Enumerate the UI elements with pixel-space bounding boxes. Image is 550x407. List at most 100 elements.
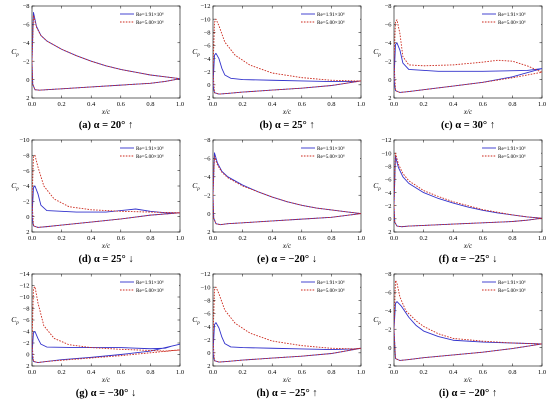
y-tick-label: 0	[26, 214, 29, 221]
legend-label: Re=1.91×10⁶	[317, 280, 345, 286]
y-tick-label: 0	[26, 77, 29, 84]
y-tick-label: −10	[381, 150, 391, 157]
y-tick-label: −8	[204, 297, 211, 304]
x-tick-label: 0.8	[146, 235, 154, 242]
y-tick-label: −2	[23, 340, 30, 347]
y-tick-label: −4	[23, 183, 31, 190]
legend-label: Re=1.91×10⁶	[498, 146, 526, 152]
x-tick-label: 0.8	[146, 369, 154, 376]
x-tick-label: 0.6	[479, 101, 488, 108]
y-tick-label: −4	[385, 308, 393, 315]
x-tick-label: 0.0	[28, 101, 36, 108]
x-tick-label: 0.2	[239, 101, 247, 108]
y-tick-label: −4	[204, 56, 212, 63]
x-tick-label: 0.6	[117, 369, 126, 376]
subplot-caption: (g) α = −30° ↓	[76, 388, 137, 399]
x-tick-label: 0.4	[449, 369, 458, 376]
x-tick-label: 0.4	[268, 369, 277, 376]
y-axis-label: Cp	[11, 181, 19, 192]
subplot-3: 2 0 −2 −4 −6 −8 −10 0.0 0.2 0.4 0.6 0.8 1.0 Cp x/c Re=1…	[11, 137, 184, 265]
y-axis-label: Cp	[373, 315, 381, 326]
subplot-caption: (d) α = 25° ↓	[78, 254, 133, 265]
y-tick-label: −6	[385, 290, 393, 297]
y-axis-label: Cp	[192, 181, 200, 192]
x-tick-label: 0.8	[508, 235, 516, 242]
series-line-high-re	[394, 19, 542, 93]
subplot-0: 2 0 −2 −4 −6 −8 0.0 0.2 0.4 0.6 0.8 1.0 Cp x/c Re=1.91…	[11, 3, 184, 131]
y-tick-label: −4	[204, 324, 212, 331]
y-tick-label: −6	[23, 317, 31, 324]
x-tick-label: 0.0	[209, 369, 217, 376]
subplot-caption: (e) α = −20° ↓	[257, 254, 317, 265]
subplot-caption: (a) α = 20° ↑	[79, 120, 134, 131]
series-line-high-re	[213, 156, 361, 226]
y-tick-label: 0	[388, 216, 391, 223]
x-tick-label: 0.8	[327, 235, 335, 242]
x-tick-label: 0.0	[209, 235, 217, 242]
y-tick-label: −6	[23, 168, 31, 175]
y-tick-label: −2	[23, 58, 30, 65]
legend-label: Re=5.00×10⁶	[498, 20, 526, 26]
y-tick-label: −8	[385, 163, 392, 170]
x-tick-label: 0.4	[449, 101, 458, 108]
x-tick-label: 1.0	[538, 369, 546, 376]
subplot-caption: (b) α = 25° ↑	[259, 120, 314, 131]
x-axis-label: x/c	[101, 242, 111, 250]
y-tick-label: −4	[385, 190, 393, 197]
legend-label: Re=5.00×10⁶	[498, 288, 526, 294]
plot-frame	[212, 5, 362, 99]
subplot-caption: (c) α = 30° ↑	[441, 120, 495, 131]
y-tick-label: −2	[204, 192, 211, 199]
y-tick-label: 0	[388, 345, 391, 352]
series-line-high-re	[394, 152, 542, 228]
legend-label: Re=5.00×10⁶	[136, 154, 164, 160]
subplot-8: 2 0 −2 −4 −6 −8 0.0 0.2 0.4 0.6 0.8 1.0 Cp x/c Re=1.91…	[373, 271, 546, 399]
subplot-2: 2 0 −2 −4 −6 −8 0.0 0.2 0.4 0.6 0.8 1.0 Cp x/c Re=1.91…	[373, 3, 546, 131]
y-tick-label: 2	[388, 95, 391, 102]
legend-label: Re=5.00×10⁶	[317, 154, 345, 160]
series-line-low-re	[213, 152, 361, 226]
y-tick-label: −12	[381, 137, 391, 144]
y-tick-label: −8	[23, 306, 30, 313]
legend-label: Re=1.91×10⁶	[498, 12, 526, 18]
y-tick-label: 2	[26, 95, 29, 102]
series-line-low-re	[32, 11, 180, 91]
y-tick-label: 2	[26, 363, 29, 370]
x-tick-label: 0.2	[420, 235, 428, 242]
series-line-low-re	[213, 322, 361, 363]
subplot-caption: (i) α = −20° ↑	[439, 388, 497, 399]
x-tick-label: 0.0	[390, 369, 398, 376]
y-tick-label: 2	[26, 229, 29, 236]
x-tick-label: 1.0	[357, 101, 365, 108]
x-tick-label: 0.2	[58, 101, 66, 108]
y-axis-label: Cp	[11, 47, 19, 58]
y-tick-label: −10	[19, 294, 29, 301]
y-tick-label: −2	[385, 326, 392, 333]
y-tick-label: −4	[385, 40, 393, 47]
legend-label: Re=5.00×10⁶	[317, 288, 345, 294]
y-tick-label: −4	[204, 174, 212, 181]
x-axis-label: x/c	[463, 242, 473, 250]
y-tick-label: 0	[207, 350, 210, 357]
x-tick-label: 0.4	[268, 235, 277, 242]
x-axis-label: x/c	[463, 108, 473, 116]
y-axis-label: Cp	[373, 181, 381, 192]
y-tick-label: 2	[207, 229, 210, 236]
x-axis-label: x/c	[282, 108, 292, 116]
x-tick-label: 0.4	[449, 235, 458, 242]
y-tick-label: −12	[200, 271, 210, 278]
series-line-low-re	[394, 301, 542, 361]
y-tick-label: −12	[200, 3, 210, 10]
x-tick-label: 1.0	[176, 369, 184, 376]
x-tick-label: 0.6	[298, 101, 307, 108]
y-tick-label: −4	[23, 40, 31, 47]
y-tick-label: −10	[200, 16, 210, 23]
x-tick-label: 1.0	[357, 369, 365, 376]
subplot-7: 2 0 −2 −4 −6 −8 −10 −12 0.0 0.2 0.4 0.6 0.8 1.0 Cp x/c R…	[192, 271, 365, 399]
x-tick-label: 0.4	[87, 101, 96, 108]
x-tick-label: 0.8	[327, 101, 335, 108]
x-axis-label: x/c	[101, 108, 111, 116]
subplot-caption: (h) α = −25° ↑	[256, 388, 317, 399]
subplot-5: 2 0 −2 −4 −6 −8 −10 −12 0.0 0.2 0.4 0.6 0.8 1.0 Cp x/c R…	[373, 137, 546, 265]
x-tick-label: 1.0	[357, 235, 365, 242]
